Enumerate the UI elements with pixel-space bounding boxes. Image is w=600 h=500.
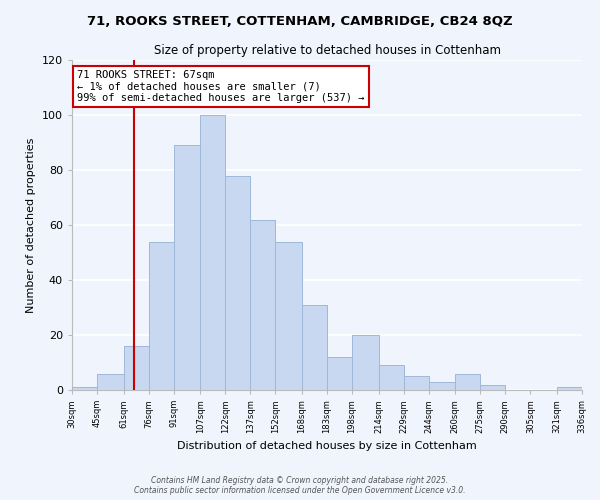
Text: 71 ROOKS STREET: 67sqm
← 1% of detached houses are smaller (7)
99% of semi-detac: 71 ROOKS STREET: 67sqm ← 1% of detached …	[77, 70, 365, 103]
Bar	[327, 357, 352, 390]
Bar	[173, 145, 200, 390]
Bar	[250, 220, 275, 390]
Bar	[455, 374, 481, 390]
Bar	[275, 242, 302, 390]
Bar	[481, 384, 505, 390]
Title: Size of property relative to detached houses in Cottenham: Size of property relative to detached ho…	[154, 44, 500, 58]
Bar	[97, 374, 124, 390]
Bar	[226, 176, 250, 390]
Text: 71, ROOKS STREET, COTTENHAM, CAMBRIDGE, CB24 8QZ: 71, ROOKS STREET, COTTENHAM, CAMBRIDGE, …	[87, 15, 513, 28]
Bar	[428, 382, 455, 390]
X-axis label: Distribution of detached houses by size in Cottenham: Distribution of detached houses by size …	[177, 442, 477, 452]
Bar	[302, 304, 327, 390]
Bar	[124, 346, 149, 390]
Bar	[72, 387, 97, 390]
Bar	[379, 365, 404, 390]
Bar	[200, 115, 226, 390]
Bar	[557, 387, 582, 390]
Bar	[352, 335, 379, 390]
Bar	[404, 376, 428, 390]
Text: Contains HM Land Registry data © Crown copyright and database right 2025.
Contai: Contains HM Land Registry data © Crown c…	[134, 476, 466, 495]
Bar	[149, 242, 173, 390]
Y-axis label: Number of detached properties: Number of detached properties	[26, 138, 36, 312]
